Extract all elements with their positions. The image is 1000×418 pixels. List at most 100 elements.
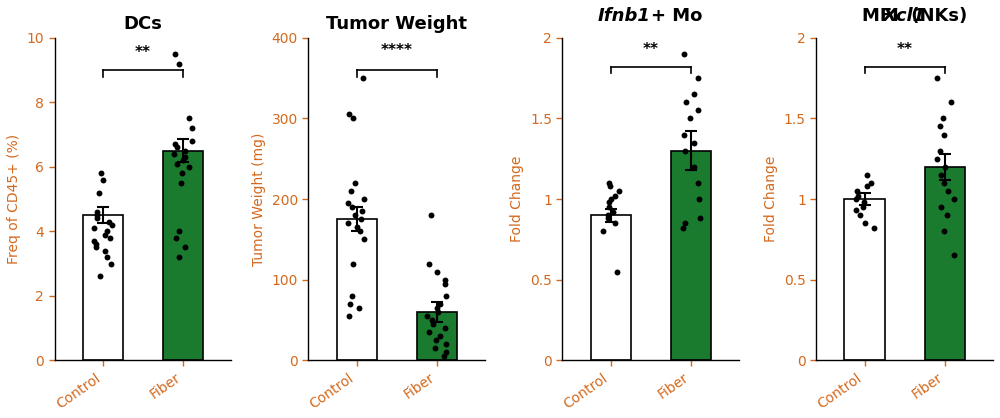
Point [341, 111, 357, 118]
Text: + Mo: + Mo [651, 7, 702, 25]
Point [351, 305, 367, 311]
Text: **: ** [135, 46, 151, 60]
Bar [83, 215, 123, 360]
Point [169, 144, 185, 151]
Point [430, 308, 446, 315]
Point [850, 192, 866, 199]
Point [344, 204, 360, 210]
Point [419, 313, 435, 319]
Point [848, 196, 864, 202]
Point [859, 171, 875, 178]
Point [929, 75, 945, 82]
Point [436, 353, 452, 359]
Point [97, 231, 113, 238]
Point [605, 209, 621, 215]
Y-axis label: Fold Change: Fold Change [764, 156, 778, 242]
Point [438, 293, 454, 299]
Point [101, 218, 117, 225]
Point [104, 222, 120, 228]
Y-axis label: Tumor Weight (mg): Tumor Weight (mg) [252, 133, 266, 266]
Point [859, 183, 875, 189]
Point [92, 273, 108, 280]
Point [857, 220, 873, 227]
Point [345, 260, 361, 267]
Point [340, 200, 356, 206]
Point [932, 147, 948, 154]
Point [99, 254, 115, 260]
Point [421, 260, 437, 267]
Bar [591, 215, 631, 360]
Point [438, 349, 454, 356]
Point [429, 305, 445, 311]
Point [611, 188, 627, 194]
Point [437, 325, 453, 331]
Point [601, 204, 617, 210]
Y-axis label: Fold Change: Fold Change [510, 156, 524, 242]
Point [177, 147, 193, 154]
Bar [417, 312, 457, 360]
Point [686, 139, 702, 146]
Title: DCs: DCs [123, 15, 162, 33]
Point [356, 236, 372, 243]
Title: Tumor Weight: Tumor Weight [326, 15, 467, 33]
Point [86, 237, 102, 244]
Point [343, 188, 359, 194]
Point [946, 196, 962, 202]
Point [174, 170, 190, 176]
Point [933, 204, 949, 210]
Point [103, 260, 119, 267]
Point [678, 99, 694, 106]
Point [171, 228, 187, 234]
Point [425, 321, 441, 327]
Point [354, 208, 370, 214]
Point [935, 115, 951, 122]
Point [166, 150, 182, 157]
Point [676, 51, 692, 57]
Point [690, 75, 706, 82]
Point [595, 228, 611, 234]
Point [184, 138, 200, 144]
Point [102, 234, 118, 241]
Point [946, 252, 962, 259]
Point [171, 254, 187, 260]
Point [933, 171, 949, 178]
Point [355, 75, 371, 82]
Point [601, 180, 617, 186]
Text: Xcl1: Xcl1 [883, 7, 926, 25]
Point [175, 157, 191, 164]
Point [171, 60, 187, 67]
Point [943, 99, 959, 106]
Point [177, 154, 193, 161]
Point [686, 91, 702, 97]
Point [91, 189, 107, 196]
Point [675, 225, 691, 232]
Point [848, 207, 864, 214]
Point [602, 183, 618, 189]
Point [438, 341, 454, 347]
Point [690, 107, 706, 114]
Point [347, 212, 363, 219]
Point [352, 228, 368, 234]
Point [421, 329, 437, 335]
Point [607, 192, 623, 199]
Point [423, 212, 439, 219]
Point [932, 123, 948, 130]
Point [89, 209, 105, 215]
Point [936, 131, 952, 138]
Y-axis label: Freq of CD45+ (%): Freq of CD45+ (%) [7, 134, 21, 264]
Point [849, 188, 865, 194]
Text: **: ** [643, 42, 659, 57]
Point [341, 313, 357, 319]
Point [691, 196, 707, 202]
Point [432, 301, 448, 307]
Point [600, 212, 616, 219]
Point [168, 234, 184, 241]
Bar [337, 219, 377, 360]
Text: **: ** [897, 42, 913, 57]
Point [353, 216, 369, 222]
Point [424, 316, 440, 323]
Bar [163, 150, 203, 360]
Point [89, 212, 105, 219]
Point [682, 115, 698, 122]
Text: ****: **** [381, 43, 413, 58]
